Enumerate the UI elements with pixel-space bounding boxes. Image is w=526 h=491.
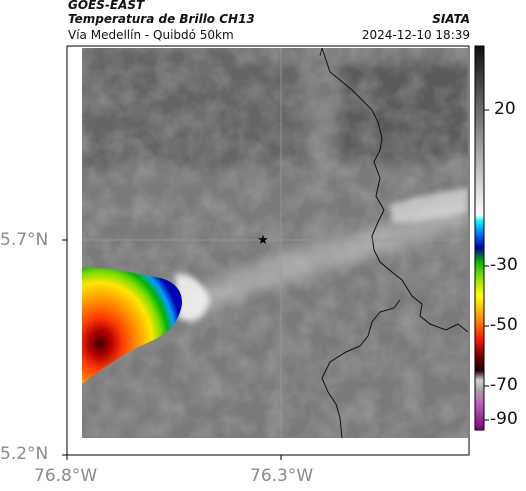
colorbar-label-minus30: -30 <box>490 255 518 275</box>
border-line <box>321 48 468 333</box>
colorbar-label-minus50: -50 <box>490 315 518 335</box>
satellite-title: GOES-EAST <box>68 0 145 12</box>
border-line-west <box>319 48 323 57</box>
region-label: Vía Medellín - Quibdó 50km <box>68 28 234 42</box>
colorbar-label-minus90: -90 <box>490 409 518 429</box>
colorbar-label-20: 20 <box>494 99 516 119</box>
x-tick-label-76.3: 76.3°W <box>250 466 314 486</box>
x-tick-label-76.8: 76.8°W <box>34 466 98 486</box>
brightness-temperature-field <box>82 48 468 438</box>
star-icon: ★ <box>257 233 269 248</box>
colorbar <box>474 45 489 431</box>
datetime-label: 2024-12-10 18:39 <box>361 28 470 42</box>
product-title: Temperatura de Brillo CH13 <box>68 12 255 26</box>
y-tick-label-5.2: 5.2°N <box>0 444 49 464</box>
border-line-south <box>321 299 401 438</box>
y-tick-label-5.7: 5.7°N <box>0 230 49 250</box>
convective-cloud <box>82 267 182 384</box>
organization-label: SIATA <box>432 12 470 26</box>
colorbar-label-minus70: -70 <box>490 375 518 395</box>
